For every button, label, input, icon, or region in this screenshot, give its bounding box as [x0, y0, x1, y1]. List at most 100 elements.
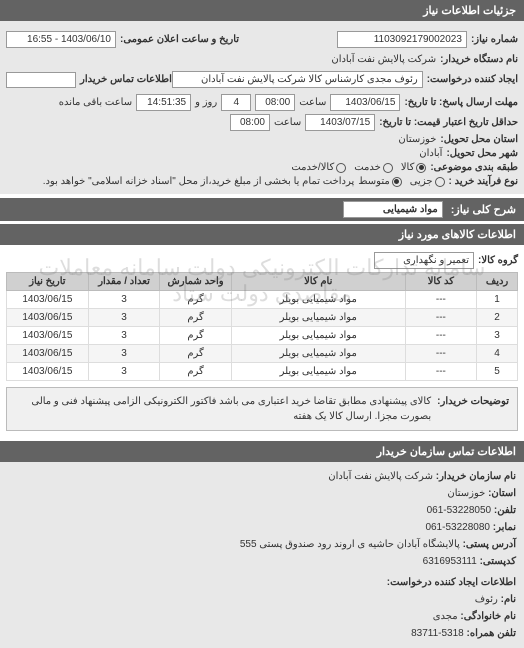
buyer-contact-label: اطلاعات تماس خریدار	[80, 74, 172, 85]
table-cell: 3	[88, 309, 160, 327]
remain-time: 14:51:35	[136, 94, 191, 111]
desc-label: توضیحات خریدار:	[437, 394, 509, 424]
group-value: تعمیر و نگهداری	[374, 252, 474, 269]
table-cell: 3	[88, 291, 160, 309]
radio-medium-indicator	[392, 177, 402, 187]
table-row[interactable]: 2---مواد شیمیایی بویلرگرم31403/06/15	[7, 309, 518, 327]
table-cell: ---	[405, 345, 477, 363]
c-post-label: کدپستی:	[480, 556, 516, 567]
radio-mixed[interactable]: کالا/خدمت	[291, 162, 346, 173]
reply-deadline-label: مهلت ارسال پاسخ: تا تاریخ:	[404, 97, 518, 108]
table-cell: گرم	[160, 309, 232, 327]
radio-goods-label: کالا	[401, 162, 415, 173]
radio-medium-label: متوسط	[358, 176, 389, 187]
table-row[interactable]: 4---مواد شیمیایی بویلرگرم31403/06/15	[7, 345, 518, 363]
items-table-header: ردیفکد کالانام کالاواحد شمارشتعداد / مقد…	[7, 273, 518, 291]
table-cell: 1403/06/15	[7, 363, 89, 381]
c-province: خوزستان	[447, 488, 485, 499]
desc-text: کالای پیشنهادی مطابق تقاضا خرید اعتباری …	[15, 394, 431, 424]
table-cell: مواد شیمیایی بویلر	[231, 345, 405, 363]
c-fax-label: نمابر:	[493, 522, 516, 533]
process-note: پرداخت تمام یا بخشی از مبلغ خرید،از محل …	[43, 176, 355, 187]
table-cell: 3	[88, 363, 160, 381]
table-cell: ---	[405, 309, 477, 327]
items-col-5: تاریخ نیاز	[7, 273, 89, 291]
table-cell: 2	[477, 309, 518, 327]
items-table: ردیفکد کالانام کالاواحد شمارشتعداد / مقد…	[6, 272, 518, 381]
c-tel: 53228050-061	[427, 505, 492, 516]
table-cell: ---	[405, 327, 477, 345]
contact-section-bar: اطلاعات تماس سازمان خریدار	[0, 441, 524, 462]
items-panel: گروه کالا: تعمیر و نگهداری سامانه تدارکا…	[0, 245, 524, 441]
buyer-description-box: توضیحات خریدار: کالای پیشنهادی مطابق تقا…	[6, 387, 518, 431]
need-title-bar: شرح کلی نیاز: مواد شیمیایی	[0, 198, 524, 221]
items-col-0: ردیف	[477, 273, 518, 291]
radio-service-label: خدمت	[354, 162, 381, 173]
c-name: رئوف	[475, 594, 498, 605]
table-cell: 1403/06/15	[7, 291, 89, 309]
table-row[interactable]: 1---مواد شیمیایی بویلرگرم31403/06/15	[7, 291, 518, 309]
c-fax: 53228080-061	[425, 522, 490, 533]
items-col-1: کد کالا	[405, 273, 477, 291]
table-cell: گرم	[160, 363, 232, 381]
page-title: جزئیات اطلاعات نیاز	[423, 5, 516, 17]
contact-panel: نام سازمان خریدار: شرکت پالایش نفت آبادا…	[0, 462, 524, 648]
need-title-value: مواد شیمیایی	[343, 201, 443, 218]
city-label: شهر محل تحویل:	[446, 148, 518, 159]
c-tel-label: تلفن:	[494, 505, 516, 516]
radio-minor[interactable]: جزیی	[410, 176, 445, 187]
table-cell: ---	[405, 363, 477, 381]
radio-mixed-indicator	[336, 163, 346, 173]
group-label: گروه کالا:	[478, 255, 518, 266]
radio-goods[interactable]: کالا	[401, 162, 427, 173]
table-cell: گرم	[160, 345, 232, 363]
subject-class-label: طبقه بندی موضوعی:	[430, 162, 518, 173]
buyer-org-label: نام دستگاه خریدار:	[440, 54, 518, 65]
table-cell: 3	[88, 345, 160, 363]
table-cell: 5	[477, 363, 518, 381]
table-row[interactable]: 5---مواد شیمیایی بویلرگرم31403/06/15	[7, 363, 518, 381]
reply-date-input[interactable]: 1403/06/15	[330, 94, 400, 111]
process-type-label: نوع فرآیند خرید :	[449, 176, 518, 187]
radio-minor-indicator	[435, 177, 445, 187]
table-cell: 1403/06/15	[7, 345, 89, 363]
time-label-2: ساعت	[274, 117, 301, 128]
province-label: استان محل تحویل:	[440, 134, 518, 145]
province-value: خوزستان	[398, 134, 436, 145]
process-radio-group: جزیی متوسط	[358, 176, 444, 187]
credit-date-input[interactable]: 1403/07/15	[305, 114, 375, 131]
table-cell: ---	[405, 291, 477, 309]
radio-mixed-label: کالا/خدمت	[291, 162, 334, 173]
items-col-3: واحد شمارش	[160, 273, 232, 291]
c-addr: پالایشگاه آبادان حاشیه ی اروند رود صندوق…	[240, 539, 460, 550]
request-no-label: شماره نیاز:	[471, 34, 518, 45]
reply-time-input[interactable]: 08:00	[255, 94, 295, 111]
buyer-contact-input[interactable]	[6, 72, 76, 88]
c-name-label: نام:	[501, 594, 516, 605]
items-col-2: نام کالا	[231, 273, 405, 291]
request-no-input[interactable]: 1103092179002023	[337, 31, 467, 48]
requester-label: ایجاد کننده درخواست:	[427, 74, 518, 85]
credit-time-input[interactable]: 08:00	[230, 114, 270, 131]
table-cell: 3	[477, 327, 518, 345]
buyer-org-value: شرکت پالایش نفت آبادان	[331, 54, 436, 65]
radio-medium[interactable]: متوسط	[358, 176, 401, 187]
table-cell: مواد شیمیایی بویلر	[231, 363, 405, 381]
remain-suffix: ساعت باقی مانده	[59, 97, 132, 108]
radio-service[interactable]: خدمت	[354, 162, 393, 173]
table-cell: گرم	[160, 327, 232, 345]
table-cell: مواد شیمیایی بویلر	[231, 309, 405, 327]
table-row[interactable]: 3---مواد شیمیایی بویلرگرم31403/06/15	[7, 327, 518, 345]
creator-bar: اطلاعات ایجاد کننده درخواست:	[8, 574, 516, 591]
table-cell: گرم	[160, 291, 232, 309]
c-addr-label: آدرس پستی:	[463, 539, 516, 550]
c-org-label: نام سازمان خریدار:	[436, 471, 516, 482]
items-section-title: اطلاعات کالاهای مورد نیاز	[399, 229, 516, 241]
requester-input[interactable]: رئوف مجدی کارشناس کالا شرکت پالایش نفت آ…	[172, 71, 423, 88]
c-mobile: 5318-83711	[411, 628, 464, 639]
announce-label: تاریخ و ساعت اعلان عمومی:	[120, 34, 239, 45]
time-label-1: ساعت	[299, 97, 326, 108]
remain-days: 4	[221, 94, 251, 111]
c-post: 6316953111	[423, 556, 477, 567]
subject-radio-group: کالا خدمت کالا/خدمت	[291, 162, 426, 173]
